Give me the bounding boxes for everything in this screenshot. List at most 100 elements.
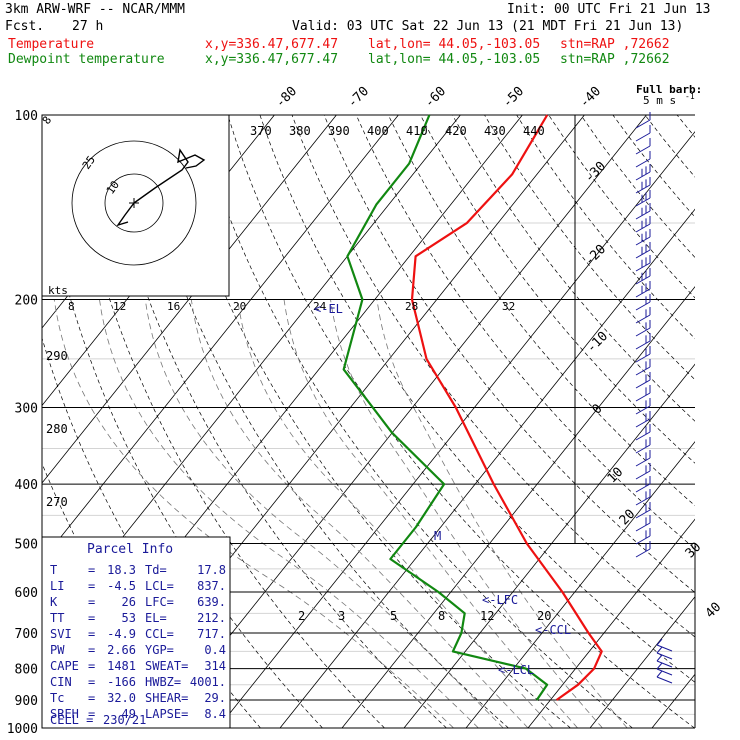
hodograph-ring	[104, 173, 164, 233]
parcel-info-panel: Parcel Info T = 18.3 Td= 17.8 LI = -4.5 LCL= 837. K…	[41, 536, 231, 729]
wind-barb	[635, 151, 651, 168]
theta-label: 430	[484, 124, 506, 138]
wind-barb	[635, 138, 651, 155]
parcel-row-label: LCL=	[145, 579, 174, 593]
wind-barb	[656, 654, 673, 668]
dry-adiabat	[66, 115, 385, 728]
forecast-hour: 27 h	[72, 19, 104, 34]
wind-barb-staff	[656, 660, 673, 668]
hodograph-axis-tick: 12	[113, 300, 126, 313]
parcel-row-value: -4.9	[107, 627, 136, 641]
level-marker-el: <-EL	[314, 302, 343, 316]
dry-adiabat	[644, 115, 695, 178]
hodograph-ring-label: 25	[80, 153, 98, 171]
parcel-row-equals: =	[88, 627, 95, 641]
hodograph-frame	[41, 114, 230, 297]
parcel-row-label: PW	[50, 643, 65, 657]
dry-adiabat	[323, 115, 695, 594]
parcel-row-label: SHEAR=	[145, 691, 188, 705]
parcel-info-frame	[41, 536, 231, 729]
wind-barb	[635, 411, 651, 428]
parcel-row-equals: =	[88, 675, 95, 689]
isotherm-label: 20	[617, 507, 639, 529]
pressure-tick-label: 1000	[7, 722, 38, 737]
parcel-row-label: SWEAT=	[145, 659, 188, 673]
parcel-row-label: T	[50, 563, 57, 577]
parcel-row-label: CIN	[50, 675, 72, 689]
parcel-row-value: 212.	[197, 611, 226, 625]
parcel-row-label: LAPSE=	[145, 707, 188, 721]
wind-barb	[635, 229, 651, 246]
parcel-info-title: Parcel Info	[87, 542, 173, 557]
hodograph-axis-tick: 16	[167, 300, 180, 313]
wind-barb	[635, 398, 651, 415]
mixing-ratio-label: 20	[537, 609, 551, 623]
sounding-profiles	[342, 114, 603, 701]
dewpoint-station: stn=RAP ,72662	[560, 52, 670, 67]
wind-barb	[635, 541, 651, 558]
wind-barb-staff	[656, 668, 673, 676]
wind-barb-staff	[635, 197, 651, 207]
parcel-row-value: 639.	[197, 595, 226, 609]
dry-adiabat	[99, 115, 447, 728]
wind-barb-staff	[635, 340, 651, 350]
pressure-tick-label: 800	[15, 663, 38, 678]
parcel-row-value: 17.8	[197, 563, 226, 577]
wind-barb	[635, 203, 651, 220]
dry-adiabat	[612, 115, 695, 218]
mixing-ratio-label: 2	[298, 609, 305, 623]
parcel-row-equals: =	[88, 579, 95, 593]
dry-adiabat	[420, 115, 695, 464]
hodograph-axis-tick: 24	[313, 300, 327, 313]
isotherm-label: 10	[605, 465, 627, 487]
wind-barb-flag	[656, 662, 663, 670]
wind-barb-staff	[635, 366, 651, 376]
dry-adiabat	[387, 115, 695, 507]
wind-barb	[635, 372, 651, 389]
wind-barb-staff	[635, 483, 651, 493]
parcel-row-label: EL=	[145, 611, 167, 625]
dry-adiabat	[227, 115, 695, 728]
barb-key-value: 5 m s	[643, 94, 676, 107]
wind-barb-staff	[635, 249, 651, 259]
wind-barb-staff	[635, 535, 651, 545]
parcel-row-label: CAPE	[50, 659, 79, 673]
wind-barb-staff	[635, 171, 651, 181]
parcel-row-value: 53	[122, 611, 136, 625]
parcel-row-value: 1481	[107, 659, 136, 673]
wind-barb	[656, 662, 673, 676]
parcel-cell-value: 230/21	[103, 713, 146, 727]
wind-barb	[635, 476, 651, 493]
parcel-row-value: 32.0	[107, 691, 136, 705]
wind-barb-flag	[656, 638, 663, 646]
isotherm-line	[279, 208, 695, 728]
wind-barb	[635, 242, 651, 259]
wind-barb-flag	[656, 646, 663, 654]
wind-barb	[635, 216, 651, 233]
theta-label: 380	[289, 124, 311, 138]
parcel-row-value: 26	[122, 595, 136, 609]
dewpoint-latlon: lat,lon= 44.05,-103.05	[368, 52, 541, 67]
theta-label: 440	[523, 124, 545, 138]
parcel-row-label: TT	[50, 611, 64, 625]
theta-label: 420	[445, 124, 467, 138]
wind-barb	[635, 164, 651, 181]
parcel-row-label: HWBZ=	[145, 675, 181, 689]
temperature-station: stn=RAP ,72662	[560, 37, 670, 52]
wind-barb	[635, 255, 651, 272]
wind-barb-staff	[635, 301, 651, 311]
wind-barb	[635, 463, 651, 480]
mixing-ratio-label: 8	[438, 609, 445, 623]
wind-barb-staff	[635, 496, 651, 506]
isotherm-label: -80	[273, 84, 300, 111]
hodograph-axis-tick: 32	[502, 300, 515, 313]
parcel-row-label: Td=	[145, 563, 167, 577]
dry-adiabat	[163, 115, 571, 728]
theta-label: 390	[328, 124, 350, 138]
dry-adiabat	[291, 115, 695, 638]
wind-barb	[635, 528, 651, 545]
wind-barb-staff	[635, 457, 651, 467]
dry-adiabat	[548, 115, 695, 299]
dewpoint-legend: Dewpoint temperature	[8, 52, 165, 67]
